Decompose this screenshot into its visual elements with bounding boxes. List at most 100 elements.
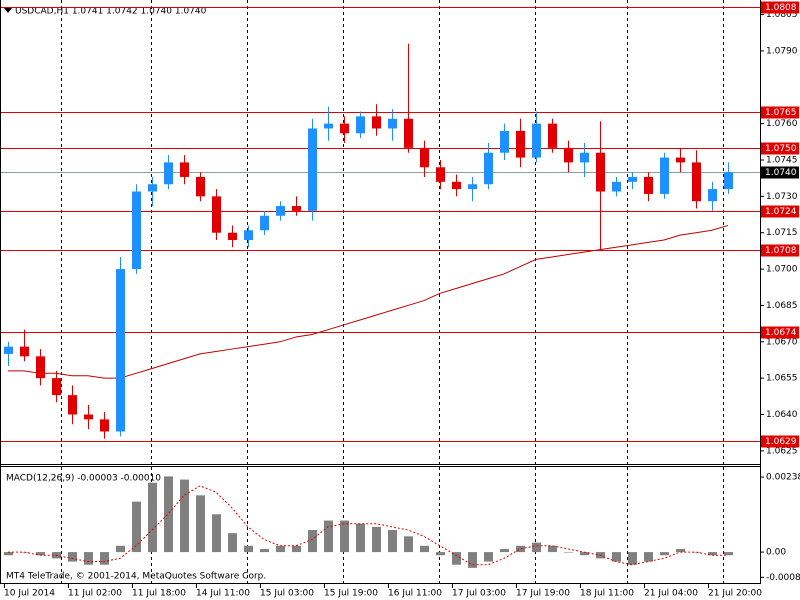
candle-body [356,116,365,134]
y-tick-label: 1.0715 [766,228,798,238]
candle-body [388,118,397,129]
candle-body [644,176,653,194]
x-tick-label: 21 Jul 20:00 [708,589,762,599]
macd-bar [612,552,621,562]
macd-bar [100,552,109,565]
macd-bar [388,530,397,553]
macd-bar [164,476,173,553]
macd-bar [500,548,509,553]
candle-body [548,123,557,148]
candle-body [68,395,77,415]
x-tick-label: 21 Jul 04:00 [644,589,698,599]
candle-body [132,191,141,270]
y-tick-label: 1.0760 [766,119,798,129]
y-tick-label: 0.00238 [766,473,800,483]
candle-body [724,172,733,190]
x-tick-label: 14 Jul 11:00 [196,589,250,599]
candle-body [148,184,157,192]
y-tick-label: 1.0790 [766,46,798,56]
level-label: 1.0808 [765,3,797,13]
x-tick-label: 11 Jul 18:00 [132,589,186,599]
x-tick-label: 15 Jul 03:00 [260,589,314,599]
current-price-label: 1.0740 [765,168,797,178]
macd-bar [404,536,413,553]
macd-bar [292,545,301,553]
macd-bar [564,552,573,553]
macd-bar [228,533,237,553]
candle-body [4,346,13,354]
x-tick-label: 11 Jul 02:00 [68,589,122,599]
level-label-box [761,205,799,218]
macd-bar [148,482,157,553]
macd-bar [36,552,45,556]
level-label-box [761,326,799,339]
candle-body [500,130,509,153]
level-label-box [761,1,799,14]
candle-body [116,269,125,432]
candle-body [676,157,685,163]
moving-average [8,224,729,379]
candle-body [708,189,717,202]
y-tick-label: -0.0008 [766,573,800,583]
y-tick-label: 0.00 [766,548,786,558]
menu-icon [4,8,12,13]
copyright: MT4 TeleTrade, © 2001-2014, MetaQuotes S… [6,572,266,582]
candle-body [228,232,237,240]
x-tick-label: 10 Jul 2014 [4,589,55,599]
candle-body [692,162,701,202]
candle-body [100,419,109,432]
candle-body [276,206,285,216]
macd-bar [580,552,589,556]
macd-bar [548,545,557,553]
macd-bar [420,545,429,553]
x-tick-label: 16 Jul 11:00 [388,589,442,599]
candle-body [164,162,173,185]
indicator-title: MACD(12,26,9) -0.00003 -0.00010 [6,474,161,484]
macd-bar [84,552,93,565]
candle-body [372,116,381,129]
macd-bar [196,495,205,553]
candle-body [436,167,445,182]
candle-body [212,196,221,233]
y-tick-label: 1.0685 [766,301,798,311]
macd-bar [628,552,637,565]
y-tick-label: 1.0805 [766,10,798,20]
macd-bar [260,548,269,553]
candle-body [420,147,429,168]
candle-body [612,181,621,192]
macd-bar [532,542,541,553]
x-tick-label: 17 Jul 19:00 [516,589,570,599]
macd-bar [484,552,493,562]
macd-bar [516,545,525,553]
level-label-box [761,435,799,448]
candle-body [340,123,349,134]
level-label: 1.0629 [765,437,797,447]
chart-title: USDCAD,H1 1.0741 1.0742 1.0740 1.0740 [15,7,207,17]
candle-body [532,123,541,158]
macd-bar [340,520,349,553]
macd-bar [276,545,285,553]
candle-body [84,414,93,420]
y-tick-label: 1.0730 [766,192,798,202]
candle-body [52,378,61,396]
macd-bar [452,552,461,565]
macd-bar [244,545,253,553]
level-label: 1.0724 [765,207,797,217]
macd-bar [212,514,221,553]
macd-bar [132,501,141,553]
macd-bar [724,552,733,556]
level-label: 1.0674 [765,328,797,338]
level-label: 1.0765 [765,108,797,118]
candle-body [196,176,205,197]
y-tick-label: 1.0745 [766,155,798,165]
macd-bar [676,548,685,553]
candle-body [564,147,573,163]
candle-body [20,346,29,357]
y-tick-label: 1.0640 [766,410,798,420]
macd-bar [4,552,13,556]
candle-body [452,181,461,190]
level-label: 1.0708 [765,246,797,256]
candle-body [36,356,45,379]
macd-bar [436,552,445,556]
macd-bar [116,545,125,553]
